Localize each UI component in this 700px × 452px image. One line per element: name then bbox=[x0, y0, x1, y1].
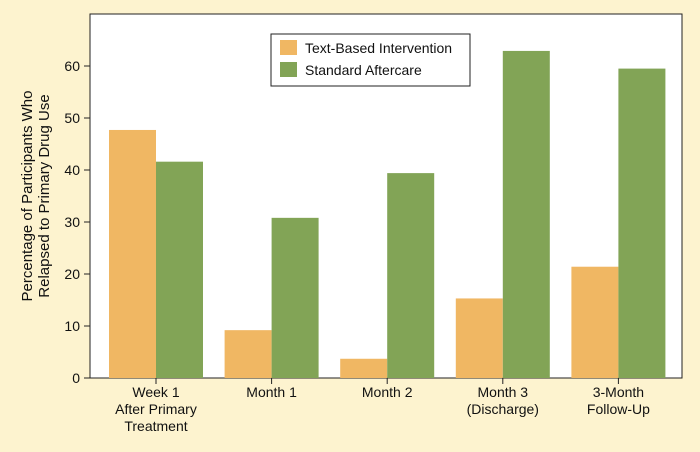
y-tick-label: 40 bbox=[64, 162, 80, 178]
y-axis-title: Percentage of Participants WhoRelapsed t… bbox=[19, 91, 53, 302]
legend-swatch-text-based bbox=[280, 40, 297, 55]
x-tick-label: Week 1 After Primary Treatment bbox=[115, 384, 197, 434]
legend-box bbox=[270, 33, 471, 87]
bar-text-based-3 bbox=[455, 298, 503, 378]
legend-label-standard: Standard Aftercare bbox=[305, 62, 422, 78]
y-tick-label: 20 bbox=[64, 266, 80, 282]
y-axis-label: Percentage of Participants WhoRelapsed t… bbox=[19, 91, 53, 302]
y-tick-label: 0 bbox=[72, 370, 80, 386]
bar-standard-3 bbox=[502, 50, 550, 379]
bars-group bbox=[109, 50, 666, 379]
x-tick-label: Month 3 (Discharge) bbox=[467, 384, 539, 417]
x-tick-label: 3-Month Follow-Up bbox=[587, 384, 650, 417]
y-tick-label: 10 bbox=[64, 318, 80, 334]
y-axis: 0 10 20 30 40 50 60 bbox=[64, 58, 90, 386]
bar-standard-4 bbox=[618, 68, 666, 378]
x-tick-label: Month 2 bbox=[362, 384, 413, 400]
legend-label-text-based: Text-Based Intervention bbox=[305, 40, 452, 56]
bar-text-based-4 bbox=[571, 266, 619, 378]
bar-standard-2 bbox=[387, 173, 435, 378]
y-tick-label: 50 bbox=[64, 110, 80, 126]
y-tick-label: 60 bbox=[64, 58, 80, 74]
bar-standard-0 bbox=[156, 161, 203, 378]
bar-standard-1 bbox=[271, 217, 319, 378]
y-tick-label: 30 bbox=[64, 214, 80, 230]
bar-text-based-2 bbox=[340, 358, 388, 378]
bar-text-based-1 bbox=[224, 330, 272, 378]
x-axis: Week 1 After Primary Treatment Month 1 Month… bbox=[115, 378, 650, 434]
x-tick-label: Month 1 bbox=[246, 384, 297, 400]
legend-swatch-standard bbox=[280, 62, 297, 77]
legend: Text-Based Intervention Standard Aftercar… bbox=[270, 33, 471, 87]
bar-text-based-0 bbox=[109, 129, 156, 378]
